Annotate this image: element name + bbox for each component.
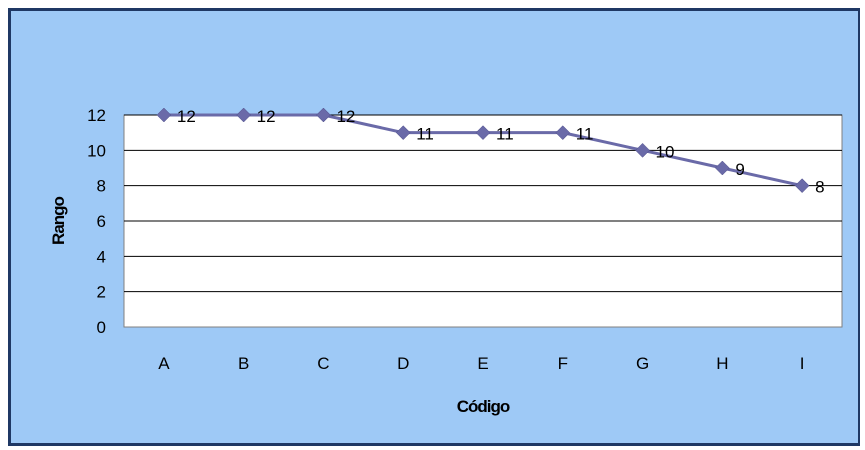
data-point — [635, 142, 650, 158]
y-tick-label: 4 — [97, 247, 106, 266]
y-tick-label: 10 — [87, 141, 106, 160]
data-label: 10 — [656, 142, 675, 161]
x-tick-label: E — [477, 354, 488, 373]
data-point — [236, 107, 252, 123]
x-tick-label: B — [238, 354, 249, 373]
x-tick-label: A — [158, 354, 170, 373]
x-tick-label: C — [317, 354, 329, 373]
x-tick-label: F — [558, 354, 568, 373]
y-tick-label: 6 — [97, 212, 106, 231]
x-tick-label: H — [716, 354, 728, 373]
data-label: 11 — [416, 125, 434, 144]
y-tick-label: 0 — [97, 318, 106, 337]
data-point — [156, 107, 172, 123]
data-labels: 12 12 12 11 11 11 10 9 8 — [177, 107, 825, 197]
y-tick-label: 2 — [97, 283, 106, 302]
series-layer — [156, 107, 810, 194]
x-tick-label: I — [800, 354, 805, 373]
data-label: 12 — [257, 107, 276, 126]
x-tick-label: D — [397, 354, 409, 373]
data-label: 9 — [735, 160, 744, 179]
y-tick-label: 8 — [97, 177, 106, 196]
x-tick-label: G — [636, 354, 649, 373]
y-tick-label: 12 — [87, 106, 106, 125]
x-axis-title: Código — [457, 397, 510, 416]
y-axis-ticks: 0 2 4 6 8 10 12 — [87, 106, 106, 337]
data-label: 12 — [336, 107, 355, 126]
data-point — [714, 160, 730, 176]
x-axis-ticks: A B C D E F G H I — [158, 354, 804, 373]
data-label: 8 — [815, 178, 824, 197]
data-point — [555, 125, 571, 141]
data-point — [794, 178, 810, 194]
data-label: 11 — [576, 125, 594, 144]
data-point — [475, 125, 491, 141]
data-point — [395, 125, 411, 141]
data-point — [316, 107, 331, 123]
data-label: 11 — [496, 125, 514, 144]
data-label: 12 — [177, 107, 196, 126]
y-axis-title: Rango — [49, 196, 68, 245]
